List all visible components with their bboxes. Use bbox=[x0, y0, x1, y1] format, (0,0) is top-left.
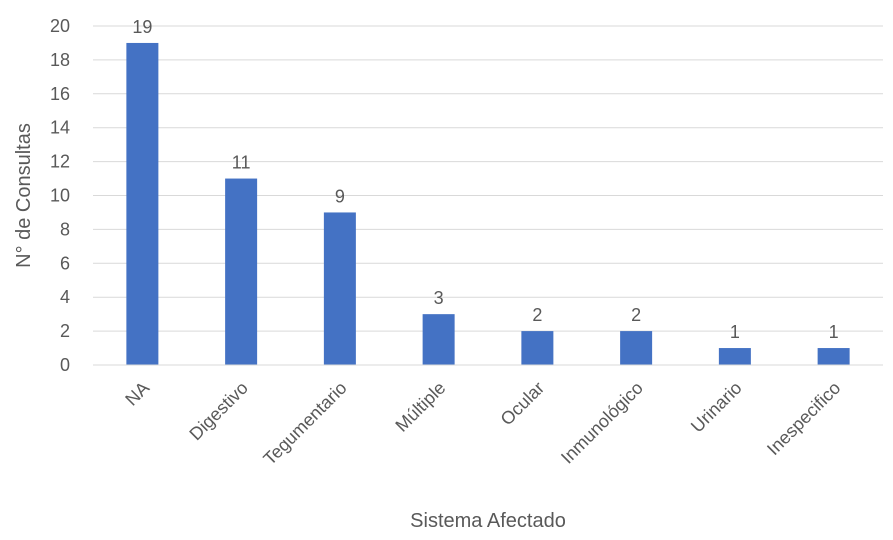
x-tick-label: Ocular bbox=[497, 378, 549, 430]
x-tick-label: Tegumentario bbox=[259, 378, 350, 469]
data-label: 1 bbox=[730, 322, 740, 342]
x-tick-label: Múltiple bbox=[391, 378, 449, 436]
y-tick-label: 6 bbox=[60, 253, 70, 273]
x-tick-label: Digestivo bbox=[185, 378, 251, 444]
y-tick-label: 8 bbox=[60, 219, 70, 239]
data-label: 2 bbox=[631, 305, 641, 325]
bar-na bbox=[126, 42, 159, 365]
y-tick-label: 0 bbox=[60, 355, 70, 375]
x-axis-ticks: NA Digestivo Tegumentario Múltiple Ocular Inm… bbox=[121, 378, 844, 469]
x-tick-label: Urinario bbox=[687, 378, 746, 437]
gridlines bbox=[93, 25, 883, 332]
bar-ocular bbox=[521, 331, 554, 365]
bar-inmunológico bbox=[620, 331, 653, 365]
data-label: 9 bbox=[335, 186, 345, 206]
bar-inespecifico bbox=[817, 348, 850, 365]
bar-urinario bbox=[718, 348, 751, 365]
y-tick-label: 12 bbox=[50, 152, 70, 172]
data-label: 2 bbox=[532, 305, 542, 325]
data-label: 19 bbox=[132, 17, 152, 37]
data-label: 11 bbox=[232, 153, 251, 173]
bar-digestivo bbox=[225, 178, 258, 365]
y-tick-label: 10 bbox=[50, 186, 70, 206]
x-tick-label: NA bbox=[121, 378, 153, 410]
bar-tegumentario bbox=[323, 212, 356, 365]
bar-múltiple bbox=[422, 314, 455, 365]
y-tick-label: 4 bbox=[60, 287, 70, 307]
data-label: 3 bbox=[434, 288, 444, 308]
bars bbox=[126, 42, 850, 365]
y-tick-label: 18 bbox=[50, 50, 70, 70]
x-tick-label: Inmunológico bbox=[557, 378, 647, 468]
y-tick-label: 16 bbox=[50, 84, 70, 104]
y-tick-label: 2 bbox=[60, 321, 70, 341]
y-axis-title: N° de Consultas bbox=[13, 123, 35, 268]
x-tick-label: Inespecifico bbox=[763, 378, 844, 459]
y-tick-label: 14 bbox=[50, 118, 70, 138]
y-tick-label: 20 bbox=[50, 16, 70, 36]
x-axis-title: Sistema Afectado bbox=[410, 510, 566, 532]
data-label: 1 bbox=[829, 322, 839, 342]
y-axis-ticks: 0 2 4 6 8 10 12 14 16 18 20 bbox=[50, 16, 70, 375]
